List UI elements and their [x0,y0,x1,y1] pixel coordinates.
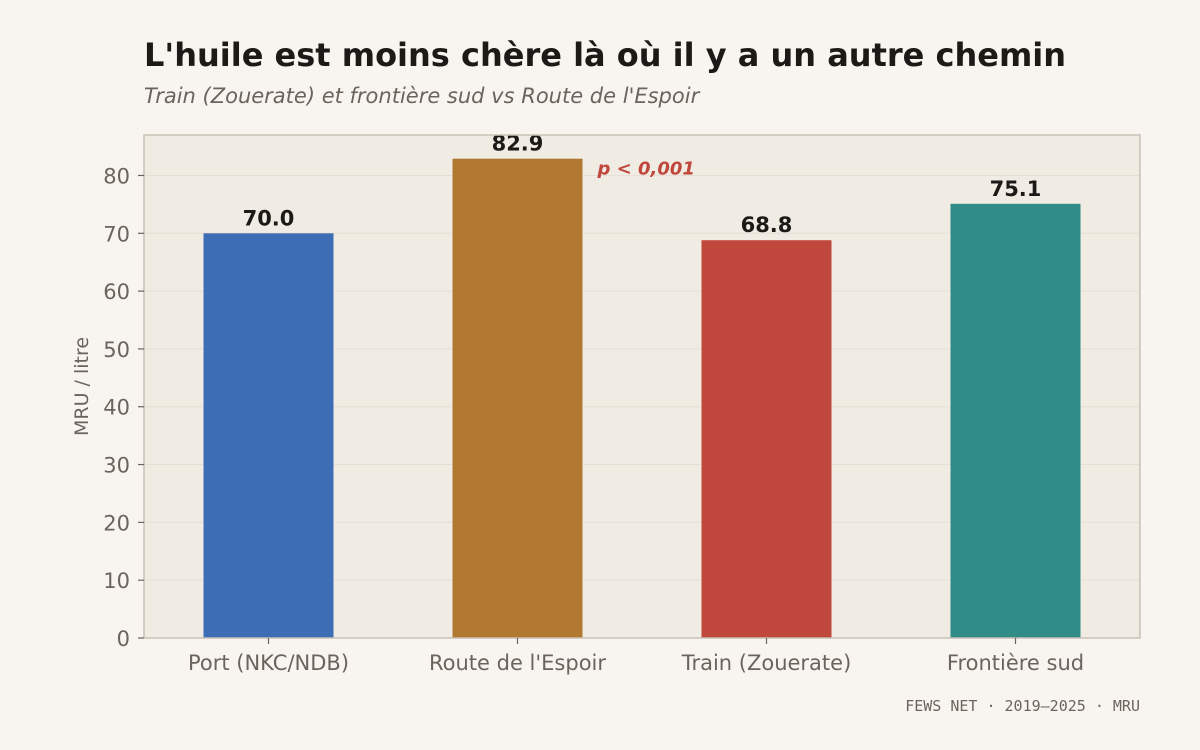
value-label-2: 68.8 [741,213,793,237]
x-tick-label-3: Frontière sud [947,651,1084,675]
y-tick-label-70: 70 [103,222,130,246]
y-tick-label-10: 10 [103,569,130,593]
y-tick-label-30: 30 [103,454,130,478]
annotation-p-value: p < 0,001 [597,159,695,180]
value-label-0: 70.0 [243,206,295,230]
value-labels: 70.082.968.875.1 [243,132,1042,238]
bar-1 [452,158,583,639]
plot-frame [143,134,1141,639]
y-tick-label-80: 80 [103,164,130,188]
y-axis-label: MRU / litre [71,337,93,436]
y-tick-label-60: 60 [103,280,130,304]
bar-0 [203,233,334,638]
x-tick-label-0: Port (NKC/NDB) [188,651,349,675]
chart-title: L'huile est moins chère là où il y a un … [144,36,1067,74]
annotations: p < 0,001 [597,159,695,180]
bar-2 [701,240,832,638]
y-axis: 0 10 20 30 40 50 60 70 80 [103,164,144,651]
y-tick-label-20: 20 [103,511,130,535]
y-tick-label-40: 40 [103,396,130,420]
bars [203,158,1081,639]
chart-subtitle: Train (Zouerate) et frontière sud vs Rou… [144,84,700,108]
value-label-3: 75.1 [990,177,1042,201]
x-axis: Port (NKC/NDB) Route de l'Espoir Train (Zo… [188,638,1084,675]
y-tick-label-50: 50 [103,338,130,362]
y-tick-label-0: 0 [117,627,130,651]
x-tick-label-1: Route de l'Espoir [429,651,606,675]
source-note: FEWS NET · 2019–2025 · MRU [905,697,1140,715]
x-tick-label-2: Train (Zouerate) [681,651,852,675]
bar-3 [950,203,1081,638]
